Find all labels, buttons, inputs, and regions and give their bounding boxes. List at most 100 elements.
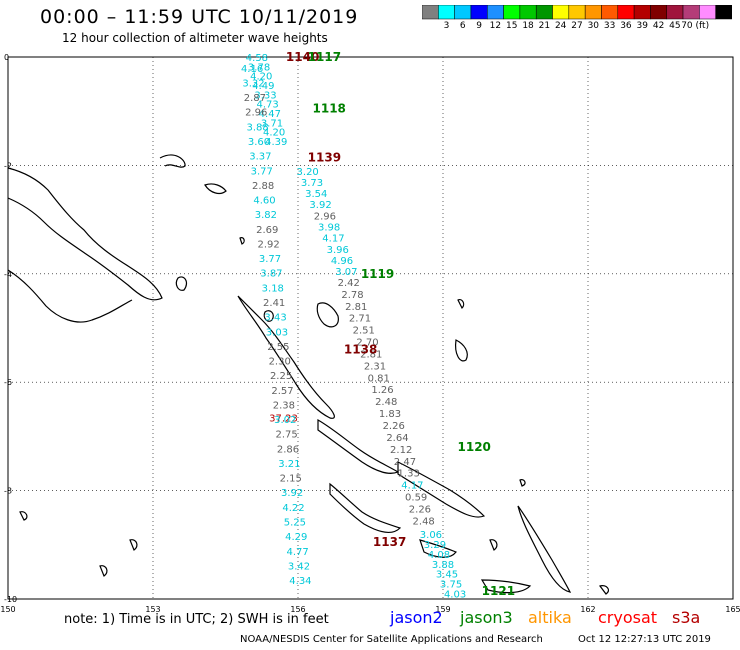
coast-small-isle-1 (263, 310, 274, 322)
wave-height-value: 2.48 (413, 516, 435, 527)
wave-height-value: 2.96 (245, 108, 267, 119)
pass-number-label: 1137 (373, 535, 406, 549)
wave-height-value: 3.60 (248, 137, 270, 148)
color-scale-bar (422, 5, 732, 20)
wave-height-value: 0.59 (405, 493, 427, 504)
wave-height-value: 5.25 (284, 517, 306, 528)
wave-height-value: 3.32 (242, 78, 264, 89)
wave-height-value: 3.98 (318, 223, 340, 234)
wave-height-value: 2.96 (314, 211, 336, 222)
coast-new-georgia (329, 482, 402, 533)
wave-height-value: 2.38 (273, 400, 295, 411)
wave-height-value: 4.34 (289, 576, 311, 587)
wave-height-value: 4.17 (401, 481, 423, 492)
wave-height-value: 3.37 (249, 152, 271, 163)
coast-small-isle-2 (175, 276, 188, 291)
wave-height-value: 3.42 (288, 561, 310, 572)
wave-height-value: 3.06 (420, 530, 442, 541)
wave-height-value: 4.03 (444, 590, 466, 601)
wave-height-value: 3.92 (309, 200, 331, 211)
wave-height-value: 4.73 (257, 100, 279, 111)
wave-height-value: 3.20 (297, 167, 319, 178)
wave-height-value: 3.78 (248, 62, 270, 73)
coast-new-hanover (204, 183, 227, 195)
coast-new-ireland-north (159, 154, 186, 168)
wave-height-value: 37.23 (269, 413, 298, 424)
wave-height-value: 2.42 (338, 278, 360, 289)
coast-small-isle-5 (489, 539, 498, 551)
color-scale-label: 24 (554, 21, 567, 31)
longitude-tick-label: 153 (145, 605, 160, 612)
coast-small-isle-6 (599, 585, 610, 595)
wave-height-value: 3.03 (266, 327, 288, 338)
color-scale-label: 30 (587, 21, 600, 31)
pass-number-label: 1140 (286, 50, 319, 64)
footnote: note: 1) Time is in UTC; 2) SWH is in fe… (64, 612, 329, 627)
wave-height-value: 1.26 (371, 385, 393, 396)
color-scale-label: 45 (669, 21, 681, 31)
wave-height-value: 2.70 (356, 338, 378, 349)
coast-small-isle-10 (519, 479, 526, 487)
coast-small-isle-9 (19, 511, 28, 521)
wave-height-value: 2.64 (386, 433, 408, 444)
wave-height-value: 3.21 (278, 459, 300, 470)
longitude-tick-label: 165 (725, 605, 740, 612)
wave-height-value: 2.92 (258, 239, 280, 250)
latitude-tick-label: -4 (4, 270, 12, 279)
pass-number-label: 1117 (308, 50, 341, 64)
wave-height-value: 4.77 (287, 547, 309, 558)
color-scale-label: 3 (443, 21, 450, 31)
longitude-tick-label: 162 (580, 605, 595, 612)
wave-height-value: 2.26 (383, 421, 405, 432)
coast-rennell (455, 339, 468, 362)
wave-height-value: 4.29 (285, 532, 307, 543)
coast-malaita (517, 505, 572, 593)
wave-height-value: 4.47 (259, 109, 281, 120)
latitude-tick-label: -6 (4, 378, 12, 387)
wave-height-value: 2.48 (375, 397, 397, 408)
wave-height-value: 2.31 (364, 361, 386, 372)
lat-lon-gridlines (8, 57, 733, 599)
wave-height-value: 3.75 (440, 580, 462, 591)
coast-guadalcanal (419, 539, 457, 558)
legend-entry-altika: altika (528, 608, 572, 627)
coast-small-isle-4 (239, 237, 245, 245)
color-scale-labels: 3 6 9 12 15 18 21 24 27 30 33 36 39 42 45 70 (ft) (422, 21, 732, 35)
wave-height-value: 3.88 (246, 122, 268, 133)
legend-entry-cryosat: cryosat (598, 608, 658, 627)
wave-height-value: 3.96 (327, 245, 349, 256)
wave-height-value: 2.69 (256, 225, 278, 236)
color-scale-label: 12 (489, 21, 502, 31)
wave-height-value: 3.33 (254, 90, 276, 101)
wave-height-value: 4.17 (322, 234, 344, 245)
wave-height-value: 3.77 (259, 254, 281, 265)
map-title: 00:00 – 11:59 UTC 10/11/2019 (40, 6, 359, 28)
wave-height-value: 3.29 (424, 540, 446, 551)
color-scale-label: 42 (652, 21, 665, 31)
coast-new-britain-south (7, 269, 133, 323)
wave-height-value: 2.71 (349, 314, 371, 325)
coast-small-isle-8 (99, 565, 108, 577)
pass-number-label: 1119 (361, 267, 394, 281)
satellite-tracks: 37.23114011174.583.784.204.493.334.734.4… (241, 50, 515, 601)
longitude-tick-label: 159 (435, 605, 450, 612)
longitude-tick-label: 150 (0, 605, 15, 612)
wave-height-value: 4.96 (331, 256, 353, 267)
wave-height-value: 3.88 (432, 560, 454, 571)
wave-height-value: 2.15 (280, 474, 302, 485)
latitude-tick-label: -10 (4, 595, 17, 604)
coast-makira (480, 579, 532, 594)
wave-height-value: 3.82 (255, 210, 277, 221)
credit-line: NOAA/NESDIS Center for Satellite Applica… (240, 634, 543, 645)
wave-height-value: 2.57 (271, 386, 293, 397)
wave-height-value: 3.43 (264, 313, 286, 324)
wave-height-value: 3.77 (251, 166, 273, 177)
wave-height-value: 4.16 (241, 64, 263, 75)
wave-height-value: 2.81 (345, 302, 367, 313)
wave-height-value: 2.78 (341, 290, 363, 301)
legend-entry-jason3: jason3 (460, 608, 513, 627)
axis-tick-labels: 150 153 156 159 162 165 0 -2 -4 -6 -8 -10 (0, 53, 740, 612)
wave-height-value: 0.81 (368, 373, 390, 384)
map-frame (7, 56, 734, 600)
